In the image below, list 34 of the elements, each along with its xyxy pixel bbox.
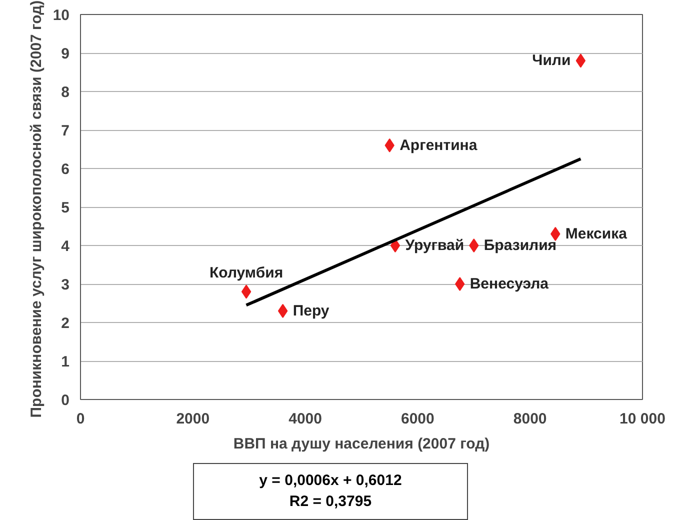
x-tick-label: 6000 [401, 410, 434, 428]
x-axis-title: ВВП на душу населения (2007 год) [233, 436, 490, 452]
x-tick-label: 10 000 [620, 410, 666, 428]
annotation: Чили [532, 52, 571, 70]
y-tick-label: 9 [61, 46, 70, 62]
point [455, 277, 465, 291]
annotation: Перу [292, 302, 330, 320]
y-tick-label: 6 [61, 161, 70, 178]
x-tick-label: 4000 [288, 410, 322, 428]
x-tick-label: 2000 [176, 410, 210, 428]
point [278, 304, 288, 318]
annotation: Уругвай [405, 237, 464, 254]
point [241, 284, 252, 299]
x-tick-label: 0 [76, 410, 85, 428]
y-tick-label: 0 [61, 392, 70, 409]
point [469, 238, 479, 252]
y-tick-label: 5 [61, 200, 70, 216]
y-tick-label: 4 [61, 238, 70, 255]
y-tick-label: 8 [61, 84, 70, 101]
annotation: Мексика [565, 225, 628, 242]
annotation: Колумбия [210, 264, 284, 282]
annotation: Бразилия [484, 237, 557, 254]
text: R2 = 0,3795 [289, 493, 372, 510]
point [576, 54, 586, 68]
y-tick-label: 3 [61, 276, 70, 294]
y-tick-label: 10 [52, 7, 70, 24]
x-tick-label: 8000 [513, 410, 547, 428]
y-axis-title: Проникновение услуг широкополосной связи (2007 год) [28, 0, 45, 418]
y-tick-label: 1 [61, 354, 70, 370]
annotation: Венесуэла [470, 276, 550, 292]
text: y = 0,0006x + 0,6012 [259, 472, 402, 489]
annotation: Аргентина [400, 136, 478, 154]
y-tick-label: 2 [61, 315, 70, 332]
y-tick-label: 7 [61, 122, 70, 140]
